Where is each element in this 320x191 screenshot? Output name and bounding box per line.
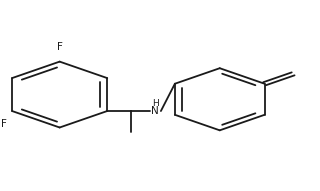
Text: F: F — [57, 42, 63, 52]
Text: H: H — [152, 99, 159, 108]
Text: N: N — [151, 106, 159, 116]
Text: F: F — [1, 120, 7, 129]
